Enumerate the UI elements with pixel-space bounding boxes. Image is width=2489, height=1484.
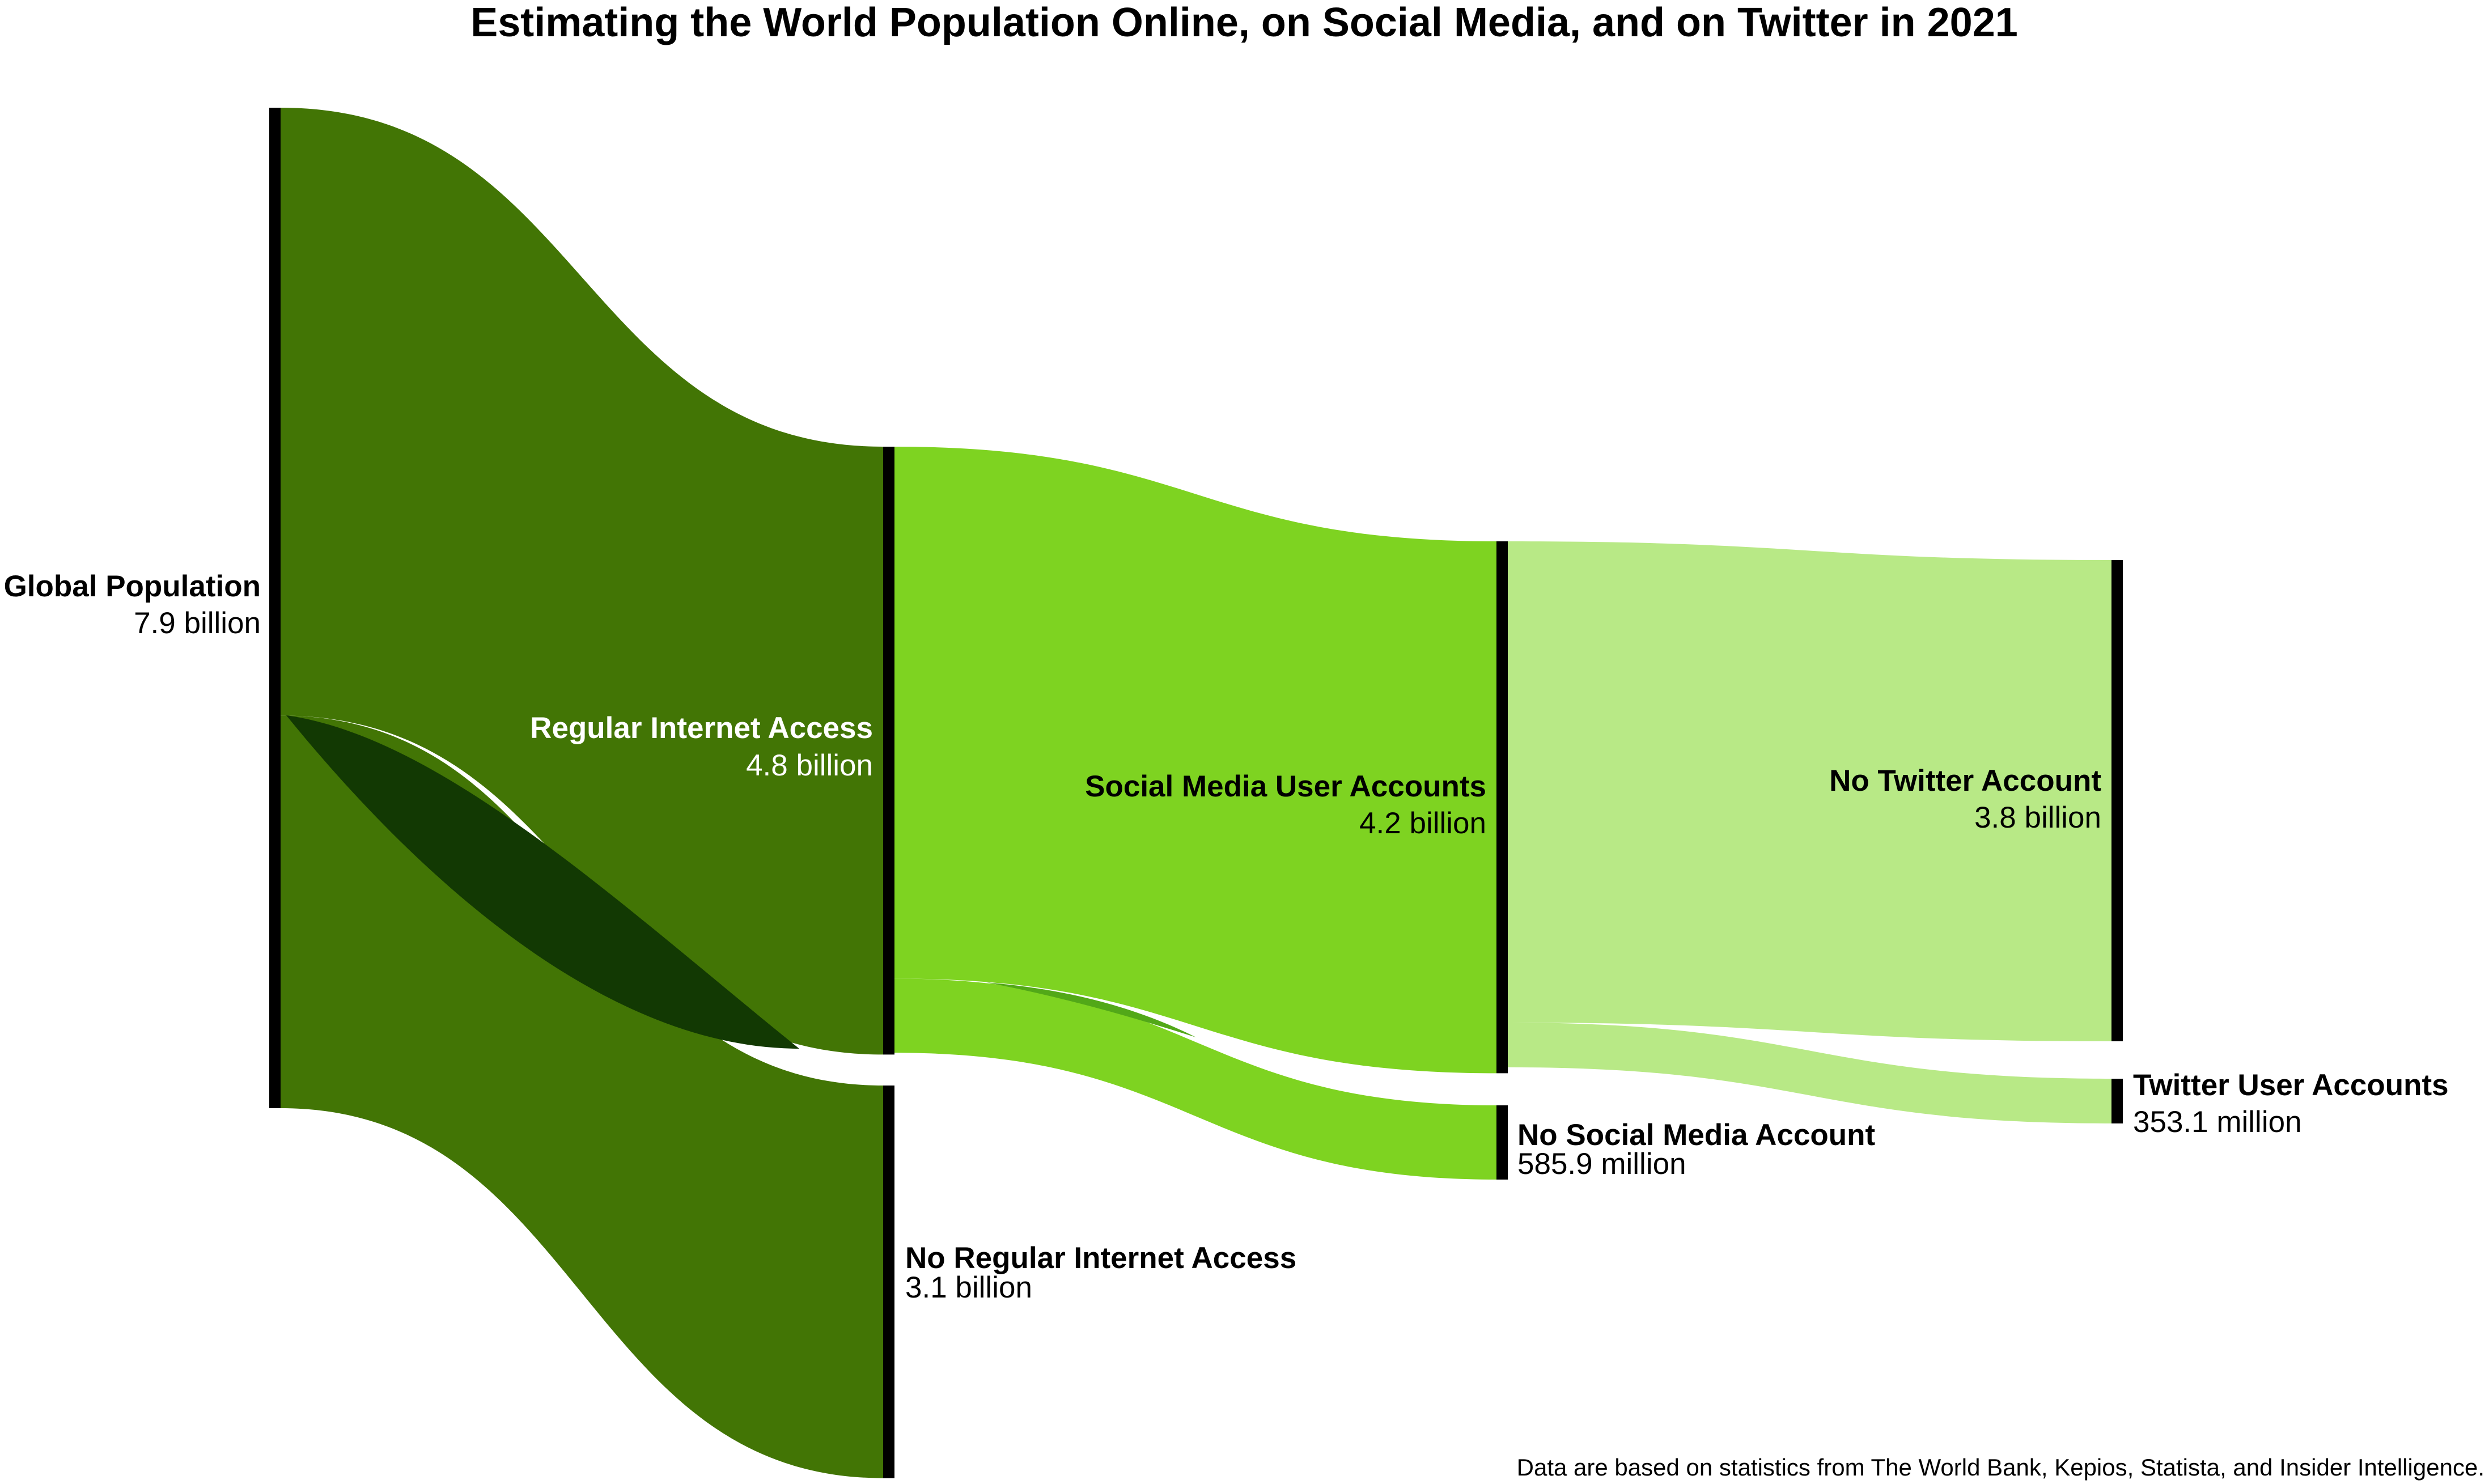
link-global-to-no_internet bbox=[281, 715, 883, 1478]
node-bar-social bbox=[1496, 541, 1508, 1074]
node-label-internet: Regular Internet Access bbox=[530, 711, 873, 745]
node-label-twitter: Twitter User Accounts bbox=[2133, 1069, 2449, 1102]
link-social-to-no_twitter bbox=[1508, 541, 2111, 1041]
link-overlap-stage1 bbox=[286, 715, 799, 1049]
node-bar-global bbox=[269, 108, 281, 1108]
node-value-global: 7.9 billion bbox=[134, 607, 261, 640]
node-label-no-social: No Social Media Account bbox=[1517, 1118, 1875, 1152]
node-label-social: Social Media User Accounts bbox=[1085, 770, 1486, 803]
link-social-to-twitter bbox=[1508, 1022, 2111, 1123]
node-value-no-social: 585.9 million bbox=[1517, 1147, 1686, 1181]
node-bar-twitter bbox=[2111, 1079, 2123, 1123]
node-bar-no_twitter bbox=[2111, 560, 2123, 1041]
node-value-internet: 4.8 billion bbox=[746, 749, 873, 782]
node-value-no-internet: 3.1 billion bbox=[905, 1271, 1032, 1304]
link-internet-to-no_social bbox=[894, 978, 1496, 1180]
link-global-to-internet bbox=[281, 108, 883, 1055]
node-bar-no_internet bbox=[883, 1086, 894, 1478]
node-value-no-twitter: 3.8 billion bbox=[1974, 801, 2101, 834]
chart-caption: Data are based on statistics from The Wo… bbox=[1517, 1454, 2484, 1481]
node-bar-no_social bbox=[1496, 1105, 1508, 1180]
node-value-social: 4.2 billion bbox=[1359, 807, 1486, 840]
node-label-no-twitter: No Twitter Account bbox=[1829, 764, 2101, 798]
links-layer bbox=[281, 108, 2111, 1478]
node-bars-layer bbox=[269, 108, 2123, 1478]
link-internet-to-social bbox=[894, 447, 1496, 1074]
node-label-no-internet: No Regular Internet Access bbox=[905, 1241, 1296, 1275]
node-value-twitter: 353.1 million bbox=[2133, 1105, 2302, 1139]
node-bar-internet bbox=[883, 447, 894, 1055]
chart-title: Estimating the World Population Online, … bbox=[470, 0, 2018, 45]
node-label-global: Global Population bbox=[4, 570, 261, 603]
